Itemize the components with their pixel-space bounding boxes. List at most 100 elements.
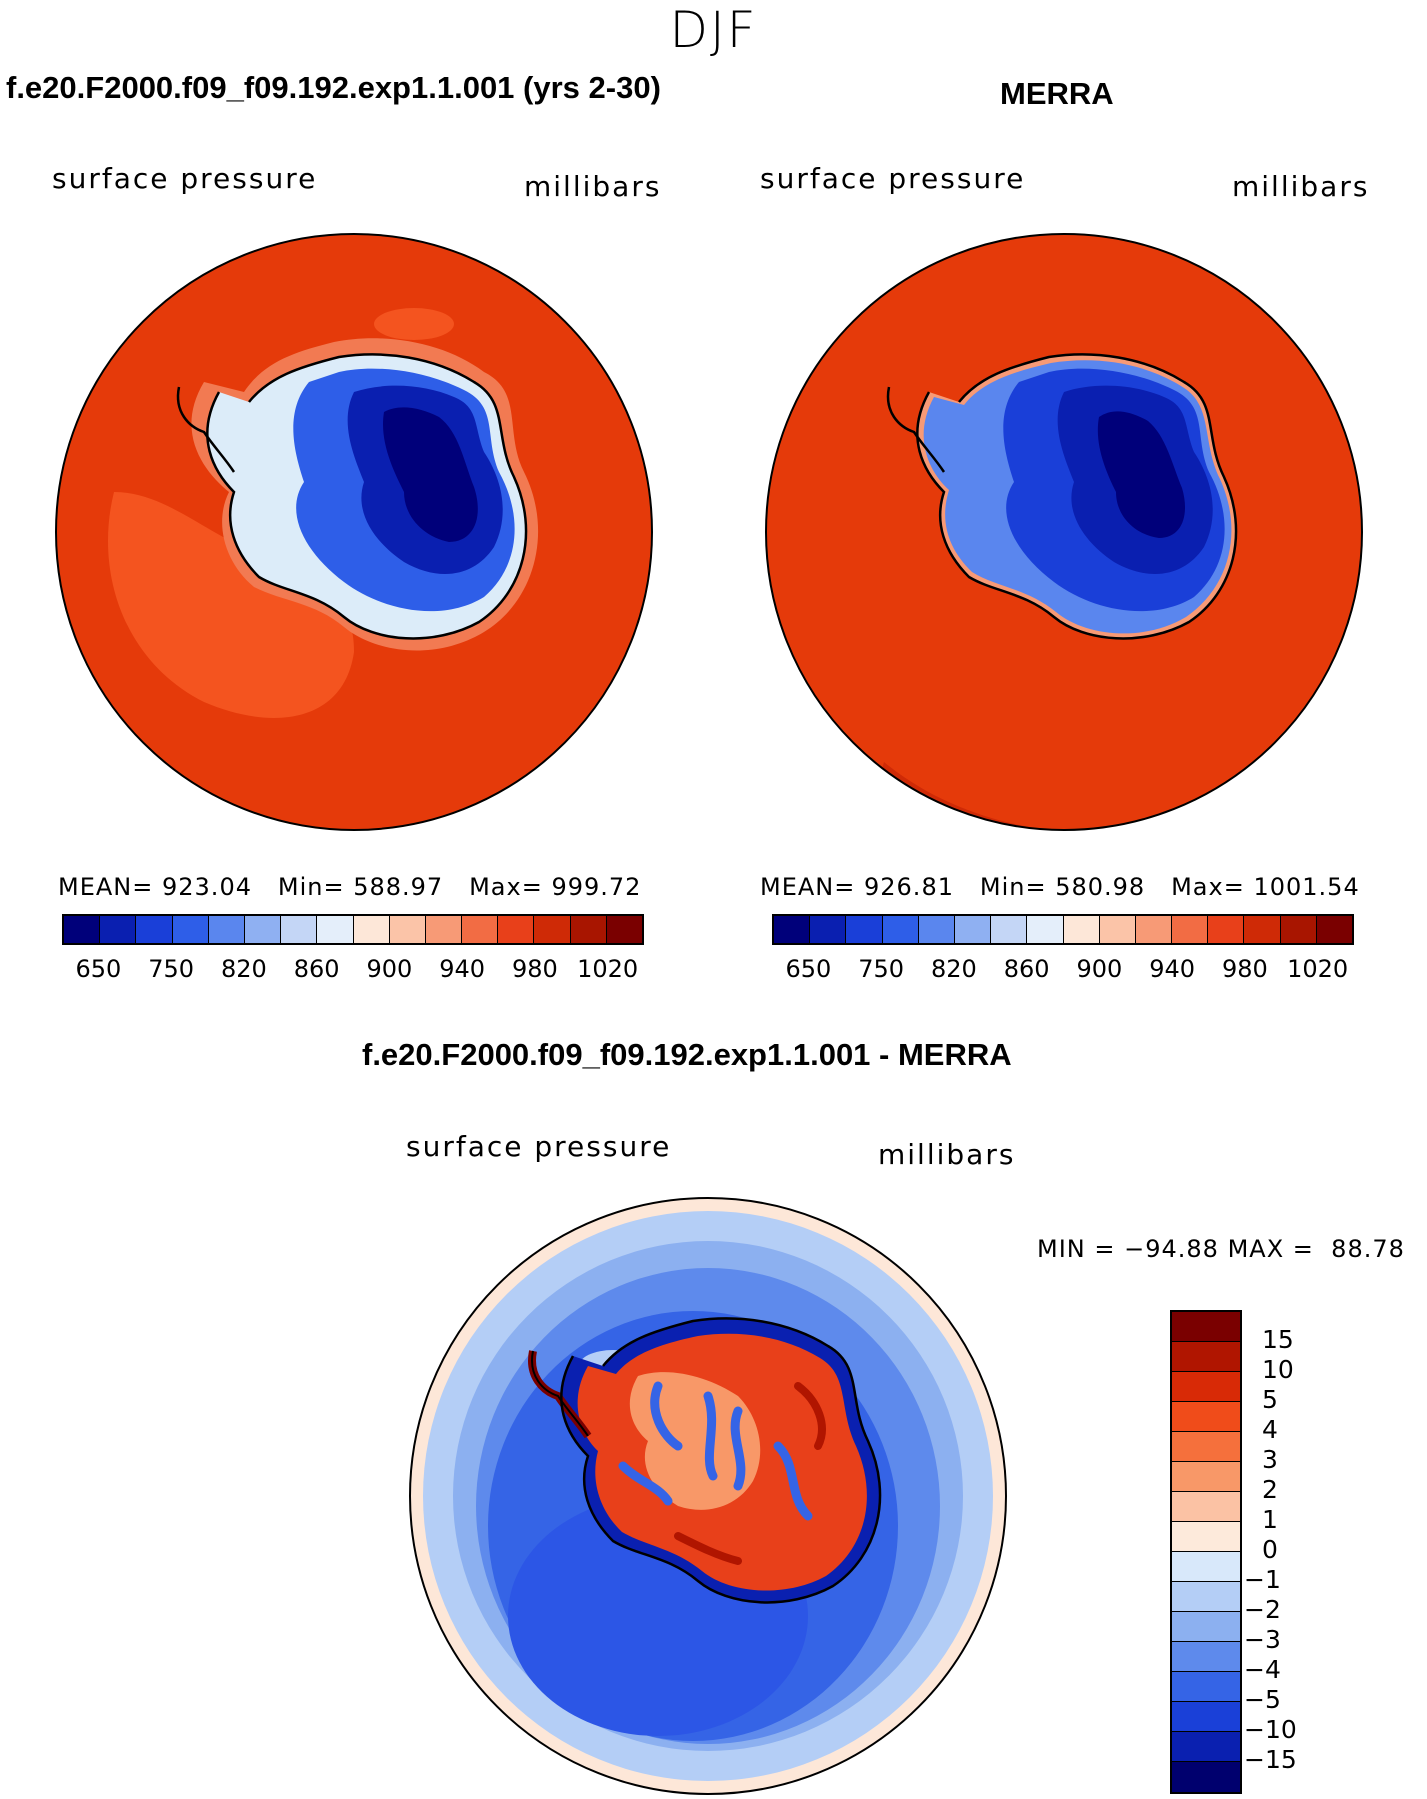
colorbar-swatch	[1172, 1702, 1240, 1732]
colorbar-tick-label: 820	[220, 955, 267, 983]
colorbar-tick-label: 980	[1221, 955, 1268, 983]
panel-2-variable: surface pressure	[760, 162, 1026, 195]
colorbar-swatch	[389, 916, 426, 943]
colorbar-tick-label: −5	[1244, 1685, 1281, 1714]
colorbar-swatch	[991, 916, 1028, 943]
colorbar-swatch	[1172, 1312, 1240, 1342]
colorbar-swatch	[353, 916, 390, 943]
colorbar-swatch	[1280, 916, 1317, 943]
panel-1-title: f.e20.F2000.f09_f09.192.exp1.1.001 (yrs …	[6, 70, 661, 105]
colorbar-swatch	[570, 916, 607, 943]
panel-2-colorbar-labels: 650 750 820 860 900 940 980 1020	[772, 954, 1354, 986]
colorbar-tick-label: 0	[1262, 1535, 1278, 1564]
colorbar-swatch	[244, 916, 282, 943]
colorbar-tick-label: −4	[1244, 1655, 1281, 1684]
colorbar-swatch	[1172, 1612, 1240, 1642]
panel-1-mean-label: MEAN=	[58, 873, 154, 901]
colorbar-tick-label: 980	[511, 955, 558, 983]
colorbar-tick-label: −1	[1244, 1565, 1281, 1594]
panel-2-min-value: 580.98	[1055, 873, 1146, 901]
colorbar-swatch	[1172, 1552, 1240, 1582]
diff-colorbar	[1170, 1310, 1242, 1794]
colorbar-tick-label: 650	[75, 955, 122, 983]
diff-min-value: −94.88	[1124, 1235, 1219, 1263]
diff-title: f.e20.F2000.f09_f09.192.exp1.1.001 - MER…	[362, 1037, 1012, 1072]
colorbar-tick-label: 1	[1262, 1505, 1278, 1534]
colorbar-swatch	[136, 916, 173, 943]
panel-1-mean-value: 923.04	[162, 873, 252, 901]
colorbar-tick-label: 750	[148, 955, 195, 983]
colorbar-tick-label: 860	[1003, 955, 1050, 983]
colorbar-swatch	[1316, 916, 1352, 943]
colorbar-tick-label: 3	[1262, 1445, 1278, 1474]
colorbar-swatch	[1172, 1582, 1240, 1612]
colorbar-swatch	[64, 916, 101, 943]
colorbar-swatch	[1172, 1492, 1240, 1522]
colorbar-swatch	[1027, 916, 1064, 943]
colorbar-swatch	[1135, 916, 1173, 943]
colorbar-tick-label: −3	[1244, 1625, 1281, 1654]
diff-max-value: 88.78	[1331, 1235, 1405, 1263]
colorbar-swatch	[1172, 1672, 1240, 1702]
colorbar-swatch	[498, 916, 535, 943]
colorbar-swatch	[281, 916, 318, 943]
panel-1-max-label: Max=	[469, 873, 543, 901]
colorbar-swatch	[1172, 1372, 1240, 1402]
colorbar-tick-label: 15	[1262, 1325, 1294, 1354]
colorbar-tick-label: 1020	[577, 955, 639, 983]
colorbar-tick-label: 860	[293, 955, 340, 983]
colorbar-swatch	[846, 916, 883, 943]
colorbar-tick-label: −10	[1244, 1715, 1297, 1744]
colorbar-swatch	[172, 916, 209, 943]
diff-map	[409, 1197, 1007, 1795]
panel-2-mean-value: 926.81	[864, 873, 954, 901]
diff-minmax: MIN = −94.88 MAX = 88.78	[1037, 1234, 1405, 1264]
panel-2-colorbar	[772, 914, 1354, 945]
colorbar-swatch	[1172, 1402, 1240, 1432]
colorbar-swatch	[1099, 916, 1136, 943]
colorbar-tick-label: −2	[1244, 1595, 1281, 1624]
colorbar-swatch	[1172, 1762, 1240, 1792]
diff-min-label: MIN =	[1037, 1235, 1116, 1263]
colorbar-tick-label: 650	[785, 955, 832, 983]
colorbar-swatch	[1172, 1462, 1240, 1492]
colorbar-swatch	[918, 916, 955, 943]
colorbar-swatch	[1172, 1642, 1240, 1672]
panel-2-units: millibars	[1232, 170, 1370, 203]
colorbar-swatch	[606, 916, 642, 943]
colorbar-swatch	[1172, 1732, 1240, 1762]
colorbar-swatch	[100, 916, 137, 943]
panel-2-max-value: 1001.54	[1253, 873, 1360, 901]
colorbar-swatch	[954, 916, 992, 943]
panel-2-map	[765, 233, 1363, 831]
diff-units: millibars	[878, 1138, 1016, 1171]
colorbar-tick-label: 2	[1262, 1475, 1278, 1504]
panel-2-max-label: Max=	[1171, 873, 1245, 901]
colorbar-swatch	[425, 916, 463, 943]
colorbar-tick-label: 10	[1262, 1355, 1294, 1384]
colorbar-tick-label: 1020	[1287, 955, 1349, 983]
diff-max-label: MAX =	[1227, 1235, 1314, 1263]
colorbar-swatch	[534, 916, 571, 943]
panel-2-stats: MEAN= 926.81 Min= 580.98 Max= 1001.54	[760, 872, 1360, 902]
colorbar-tick-label: 5	[1262, 1385, 1278, 1414]
panel-1-map	[55, 233, 653, 831]
colorbar-tick-label: 940	[1149, 955, 1196, 983]
colorbar-tick-label: 4	[1262, 1415, 1278, 1444]
panel-1-variable: surface pressure	[52, 162, 318, 195]
colorbar-swatch	[810, 916, 847, 943]
diff-colorbar-labels: 15 10 5 4 3 2 1 0 −1 −2 −3 −4 −5 −10 −15	[1244, 1310, 1350, 1792]
diff-variable: surface pressure	[406, 1130, 672, 1163]
colorbar-swatch	[1172, 916, 1209, 943]
colorbar-swatch	[1244, 916, 1281, 943]
colorbar-swatch	[882, 916, 919, 943]
panel-1-stats: MEAN= 923.04 Min= 588.97 Max= 999.72	[58, 872, 641, 902]
panel-2-mean-label: MEAN=	[760, 873, 856, 901]
colorbar-swatch	[1063, 916, 1100, 943]
colorbar-swatch	[208, 916, 245, 943]
colorbar-tick-label: 900	[1076, 955, 1123, 983]
colorbar-swatch	[1172, 1522, 1240, 1552]
colorbar-swatch	[1208, 916, 1245, 943]
colorbar-tick-label: 750	[858, 955, 905, 983]
panel-1-colorbar-labels: 650 750 820 860 900 940 980 1020	[62, 954, 644, 986]
